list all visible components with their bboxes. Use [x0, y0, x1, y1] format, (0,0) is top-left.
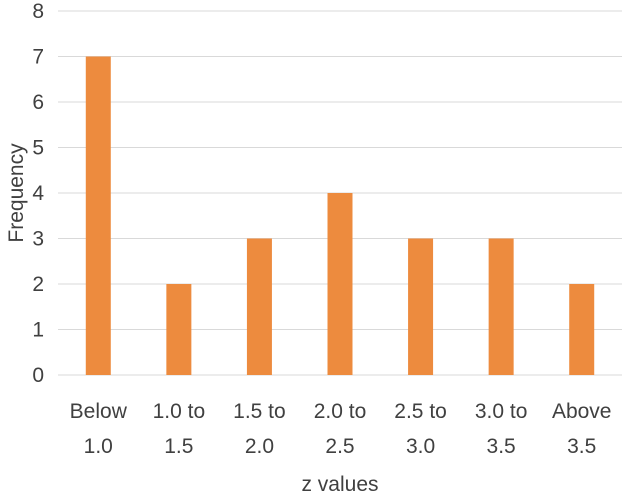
bar	[408, 238, 434, 375]
x-tick-label: 2.0 to 2.5	[314, 400, 367, 458]
bar	[246, 238, 272, 375]
y-tick-label: 1	[32, 319, 44, 342]
x-tick-label: Above 3.5	[552, 400, 612, 458]
bar	[166, 284, 192, 375]
y-tick-label: 0	[32, 364, 44, 387]
x-axis-title: z values	[301, 473, 378, 496]
y-tick-label: 7	[32, 46, 44, 69]
bar	[327, 193, 353, 375]
y-tick-label: 8	[32, 0, 44, 23]
x-tick-label: 1.0 to 1.5	[153, 400, 206, 458]
y-tick-label: 4	[32, 182, 44, 205]
y-tick-label: 6	[32, 91, 44, 114]
x-tick-label: 3.0 to 3.5	[475, 400, 528, 458]
bars	[85, 56, 595, 375]
y-tick-label: 2	[32, 273, 44, 296]
bar	[569, 284, 595, 375]
y-tick-label: 5	[32, 137, 44, 160]
x-tick-label: Below 1.0	[70, 400, 128, 458]
bar	[488, 238, 514, 375]
x-tick-label: 1.5 to 2.0	[233, 400, 286, 458]
x-tick-label: 2.5 to 3.0	[394, 400, 447, 458]
y-tick-label: 3	[32, 228, 44, 251]
y-axis-title: Frequency	[5, 143, 28, 243]
y-axis-ticks: 0 1 2 3 4 5 6 7 8	[32, 0, 44, 387]
x-axis-ticks: Below 1.0 1.0 to 1.5 1.5 to 2.0 2.0 to 2.5 2.5 t…	[70, 400, 612, 458]
bar	[85, 56, 111, 375]
